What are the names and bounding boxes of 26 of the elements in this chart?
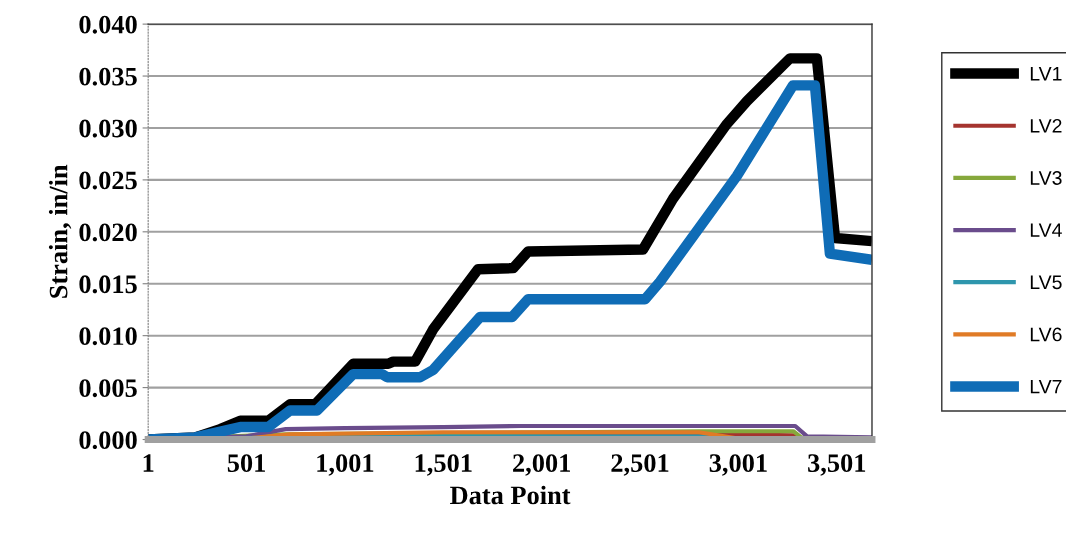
y-tick-label: 0.015: [79, 275, 137, 294]
legend-label: LV6: [1030, 327, 1062, 342]
y-tick-label: 0.020: [79, 223, 137, 242]
x-tick-label: 3,001: [709, 454, 767, 476]
x-tick-label: 1,001: [317, 454, 374, 476]
x-tick-label: 2,501: [611, 454, 669, 476]
y-tick-label: 0.010: [79, 327, 137, 346]
legend-label: LV5: [1030, 275, 1062, 290]
x-tick-label: 3,501: [808, 454, 866, 476]
x-tick-label: 1: [143, 454, 154, 472]
y-tick-label: 0.035: [79, 67, 137, 86]
legend-label: LV7: [1030, 379, 1062, 394]
legend-label: LV4: [1030, 223, 1062, 237]
legend-label: LV2: [1030, 118, 1062, 133]
legend-label: LV1: [1030, 67, 1062, 81]
legend-label: LV3: [1030, 171, 1062, 185]
x-tick-label: 2,001: [513, 454, 570, 476]
y-axis-title: Strain, in/in: [48, 164, 72, 298]
y-tick-label: 0.000: [79, 431, 137, 450]
y-tick-label: 0.025: [79, 171, 137, 190]
y-tick-label: 0.030: [79, 119, 137, 138]
y-tick-label: 0.005: [79, 379, 137, 398]
y-tick-label: 0.040: [79, 15, 137, 34]
x-tick-label: 1,501: [415, 454, 472, 476]
x-tick-label: 501: [227, 454, 265, 472]
x-axis-title: Data Point: [450, 485, 571, 505]
